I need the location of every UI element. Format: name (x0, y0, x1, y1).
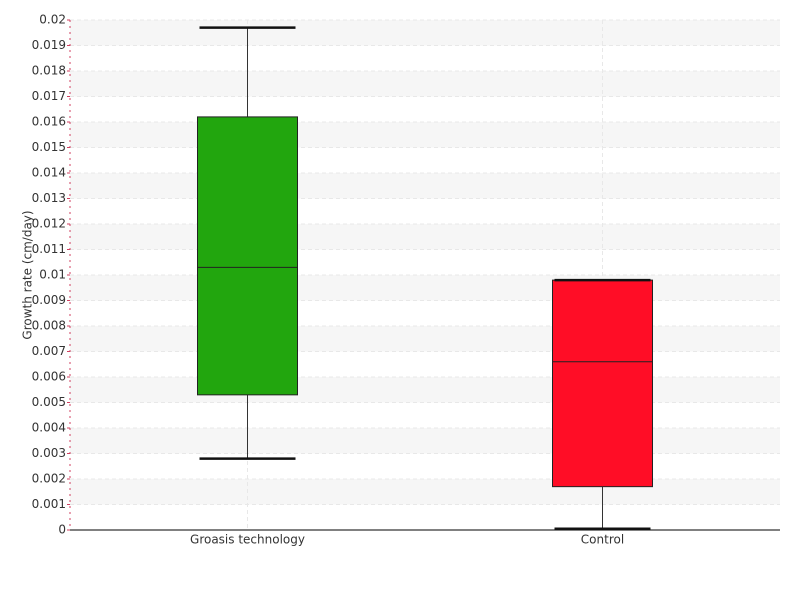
y-tick-label: 0.005 (32, 395, 66, 409)
y-tick-label: 0.017 (32, 89, 66, 103)
x-tick-label: Control (581, 533, 624, 547)
y-tick-label: 0.013 (32, 191, 66, 205)
x-tick-label: Groasis technology (190, 533, 305, 547)
y-tick-label: 0.015 (32, 140, 66, 154)
grid-band (70, 20, 780, 46)
y-axis-label: Growth rate (cm/day) (21, 210, 35, 339)
grid-band (70, 224, 780, 250)
y-tick-label: 0.01 (39, 268, 66, 282)
y-tick-label: 0.014 (32, 166, 66, 180)
y-tick-label: 0.011 (32, 242, 66, 256)
grid-band (70, 428, 780, 454)
y-tick-label: 0.001 (32, 497, 66, 511)
box (552, 279, 653, 488)
grid-band (70, 479, 780, 505)
y-tick-label: 0.019 (32, 38, 66, 52)
grid-band (70, 173, 780, 199)
y-tick-label: 0 (58, 523, 66, 537)
y-tick-label: 0.004 (32, 421, 66, 435)
grid-band (70, 377, 780, 403)
grid-band (70, 275, 780, 301)
y-tick-label: 0.016 (32, 115, 66, 129)
grid-band (70, 326, 780, 352)
box (197, 116, 298, 396)
y-tick-label: 0.003 (32, 446, 66, 460)
grid-band (70, 71, 780, 97)
y-tick-label: 0.008 (32, 319, 66, 333)
y-tick-label: 0.012 (32, 217, 66, 231)
y-tick-label: 0.006 (32, 370, 66, 384)
y-tick-label: 0.002 (32, 472, 66, 486)
grid-band (70, 122, 780, 148)
y-tick-label: 0.018 (32, 64, 66, 78)
y-tick-label: 0.009 (32, 293, 66, 307)
y-tick-label: 0.02 (39, 13, 66, 27)
y-tick-label: 0.007 (32, 344, 66, 358)
